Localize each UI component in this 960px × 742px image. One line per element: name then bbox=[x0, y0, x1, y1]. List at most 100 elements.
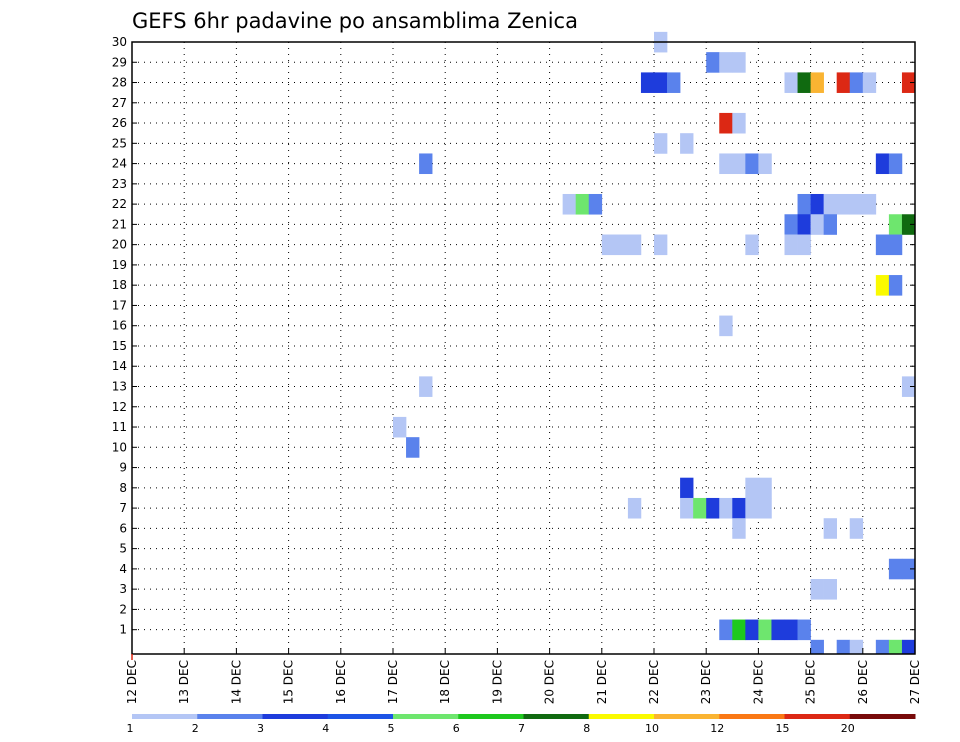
colorbar-label: 5 bbox=[388, 722, 395, 735]
x-tick-label: 13 DEC bbox=[177, 660, 191, 704]
data-cell bbox=[640, 72, 655, 93]
data-cell bbox=[627, 497, 642, 519]
colorbar-label: 3 bbox=[257, 722, 264, 735]
data-cell bbox=[875, 234, 890, 256]
colorbar-swatch bbox=[327, 714, 394, 719]
x-tick-label: 16 DEC bbox=[334, 660, 348, 704]
colorbar: 1 2 3 4 5 6 7 8 10 12 15 20 bbox=[127, 714, 916, 735]
colorbar-label: 4 bbox=[322, 722, 329, 735]
y-tick-label: 5 bbox=[119, 542, 127, 556]
y-tick-label: 1 bbox=[119, 623, 127, 637]
data-cell bbox=[797, 619, 811, 641]
x-tick-label: 15 DEC bbox=[282, 660, 296, 704]
data-cell bbox=[862, 72, 877, 93]
x-axis-labels: 12 DEC 13 DEC 14 DEC 15 DEC 16 DEC 17 DEC 18 D… bbox=[125, 660, 922, 704]
data-cell bbox=[562, 193, 576, 215]
data-cells bbox=[393, 31, 916, 655]
x-tick-label: 19 DEC bbox=[490, 660, 504, 704]
x-tick-label: 24 DEC bbox=[751, 660, 765, 704]
colorbar-swatch bbox=[132, 714, 198, 719]
colorbar-swatch bbox=[262, 714, 329, 719]
y-tick-label: 27 bbox=[112, 96, 127, 110]
data-cell bbox=[706, 52, 720, 73]
colorbar-label: 2 bbox=[192, 722, 199, 735]
colorbar-label: 10 bbox=[645, 722, 659, 735]
data-cell bbox=[784, 214, 798, 235]
data-cell bbox=[888, 153, 903, 175]
data-cell bbox=[719, 52, 733, 73]
data-cell bbox=[901, 558, 916, 580]
colorbar-swatch bbox=[784, 714, 851, 719]
data-cell bbox=[758, 497, 772, 519]
grid-lines bbox=[132, 41, 915, 654]
x-tick-label: 20 DEC bbox=[543, 660, 557, 704]
y-tick-label: 17 bbox=[112, 298, 127, 312]
data-cell bbox=[745, 234, 759, 256]
data-cell bbox=[888, 558, 903, 580]
y-tick-label: 14 bbox=[112, 359, 127, 373]
data-cell bbox=[836, 639, 851, 655]
y-tick-label: 30 bbox=[112, 35, 127, 49]
y-tick-label: 7 bbox=[119, 501, 127, 515]
y-tick-label: 22 bbox=[112, 197, 127, 211]
data-cell bbox=[419, 376, 433, 397]
x-tick-label: 23 DEC bbox=[699, 660, 713, 704]
data-cell bbox=[654, 72, 668, 93]
data-cell bbox=[732, 619, 746, 641]
data-cell bbox=[680, 477, 694, 499]
colorbar-swatch bbox=[393, 714, 459, 719]
data-cell bbox=[849, 518, 864, 539]
y-tick-label: 19 bbox=[112, 258, 127, 272]
data-cell bbox=[784, 72, 798, 93]
data-cell bbox=[797, 72, 811, 93]
y-tick-label: 25 bbox=[112, 136, 127, 150]
y-tick-label: 26 bbox=[112, 116, 127, 130]
data-cell bbox=[758, 619, 772, 641]
x-tick-label: 18 DEC bbox=[438, 660, 452, 704]
colorbar-label: 6 bbox=[453, 722, 460, 735]
y-tick-label: 16 bbox=[112, 319, 127, 333]
data-cell bbox=[836, 72, 851, 93]
data-cell bbox=[719, 112, 733, 134]
y-tick-label: 12 bbox=[112, 400, 127, 414]
data-cell bbox=[732, 52, 746, 73]
data-cell bbox=[745, 619, 759, 641]
data-cell bbox=[667, 72, 681, 93]
y-tick-label: 11 bbox=[112, 420, 127, 434]
colorbar-label: 20 bbox=[841, 722, 855, 735]
data-cell bbox=[719, 619, 733, 641]
data-cell bbox=[888, 639, 903, 655]
data-cell bbox=[614, 234, 629, 256]
y-tick-label: 23 bbox=[112, 177, 127, 191]
colorbar-label: 15 bbox=[776, 722, 790, 735]
y-tick-label: 4 bbox=[119, 562, 127, 576]
data-cell bbox=[823, 193, 837, 215]
data-cell bbox=[719, 497, 733, 519]
data-cell bbox=[901, 72, 916, 93]
data-cell bbox=[588, 193, 603, 215]
data-cell bbox=[875, 153, 890, 175]
data-cell bbox=[654, 133, 668, 154]
x-tick-label: 25 DEC bbox=[804, 660, 818, 704]
data-cell bbox=[706, 497, 720, 519]
y-tick-label: 21 bbox=[112, 217, 127, 231]
data-cell bbox=[849, 193, 864, 215]
data-cell bbox=[875, 275, 890, 296]
data-cell bbox=[888, 234, 903, 256]
data-cell bbox=[732, 153, 746, 175]
data-cell bbox=[901, 639, 916, 655]
colorbar-swatch bbox=[523, 714, 590, 719]
colorbar-swatch bbox=[588, 714, 655, 719]
y-tick-label: 24 bbox=[112, 157, 127, 171]
y-tick-label: 10 bbox=[112, 440, 127, 454]
data-cell bbox=[823, 579, 837, 600]
data-cell bbox=[810, 72, 824, 93]
y-tick-label: 15 bbox=[112, 339, 127, 353]
data-cell bbox=[693, 497, 707, 519]
data-cell bbox=[601, 234, 616, 256]
colorbar-label: 12 bbox=[710, 722, 724, 735]
data-cell bbox=[797, 193, 811, 215]
data-cell bbox=[823, 214, 837, 235]
colorbar-label: 8 bbox=[583, 722, 590, 735]
